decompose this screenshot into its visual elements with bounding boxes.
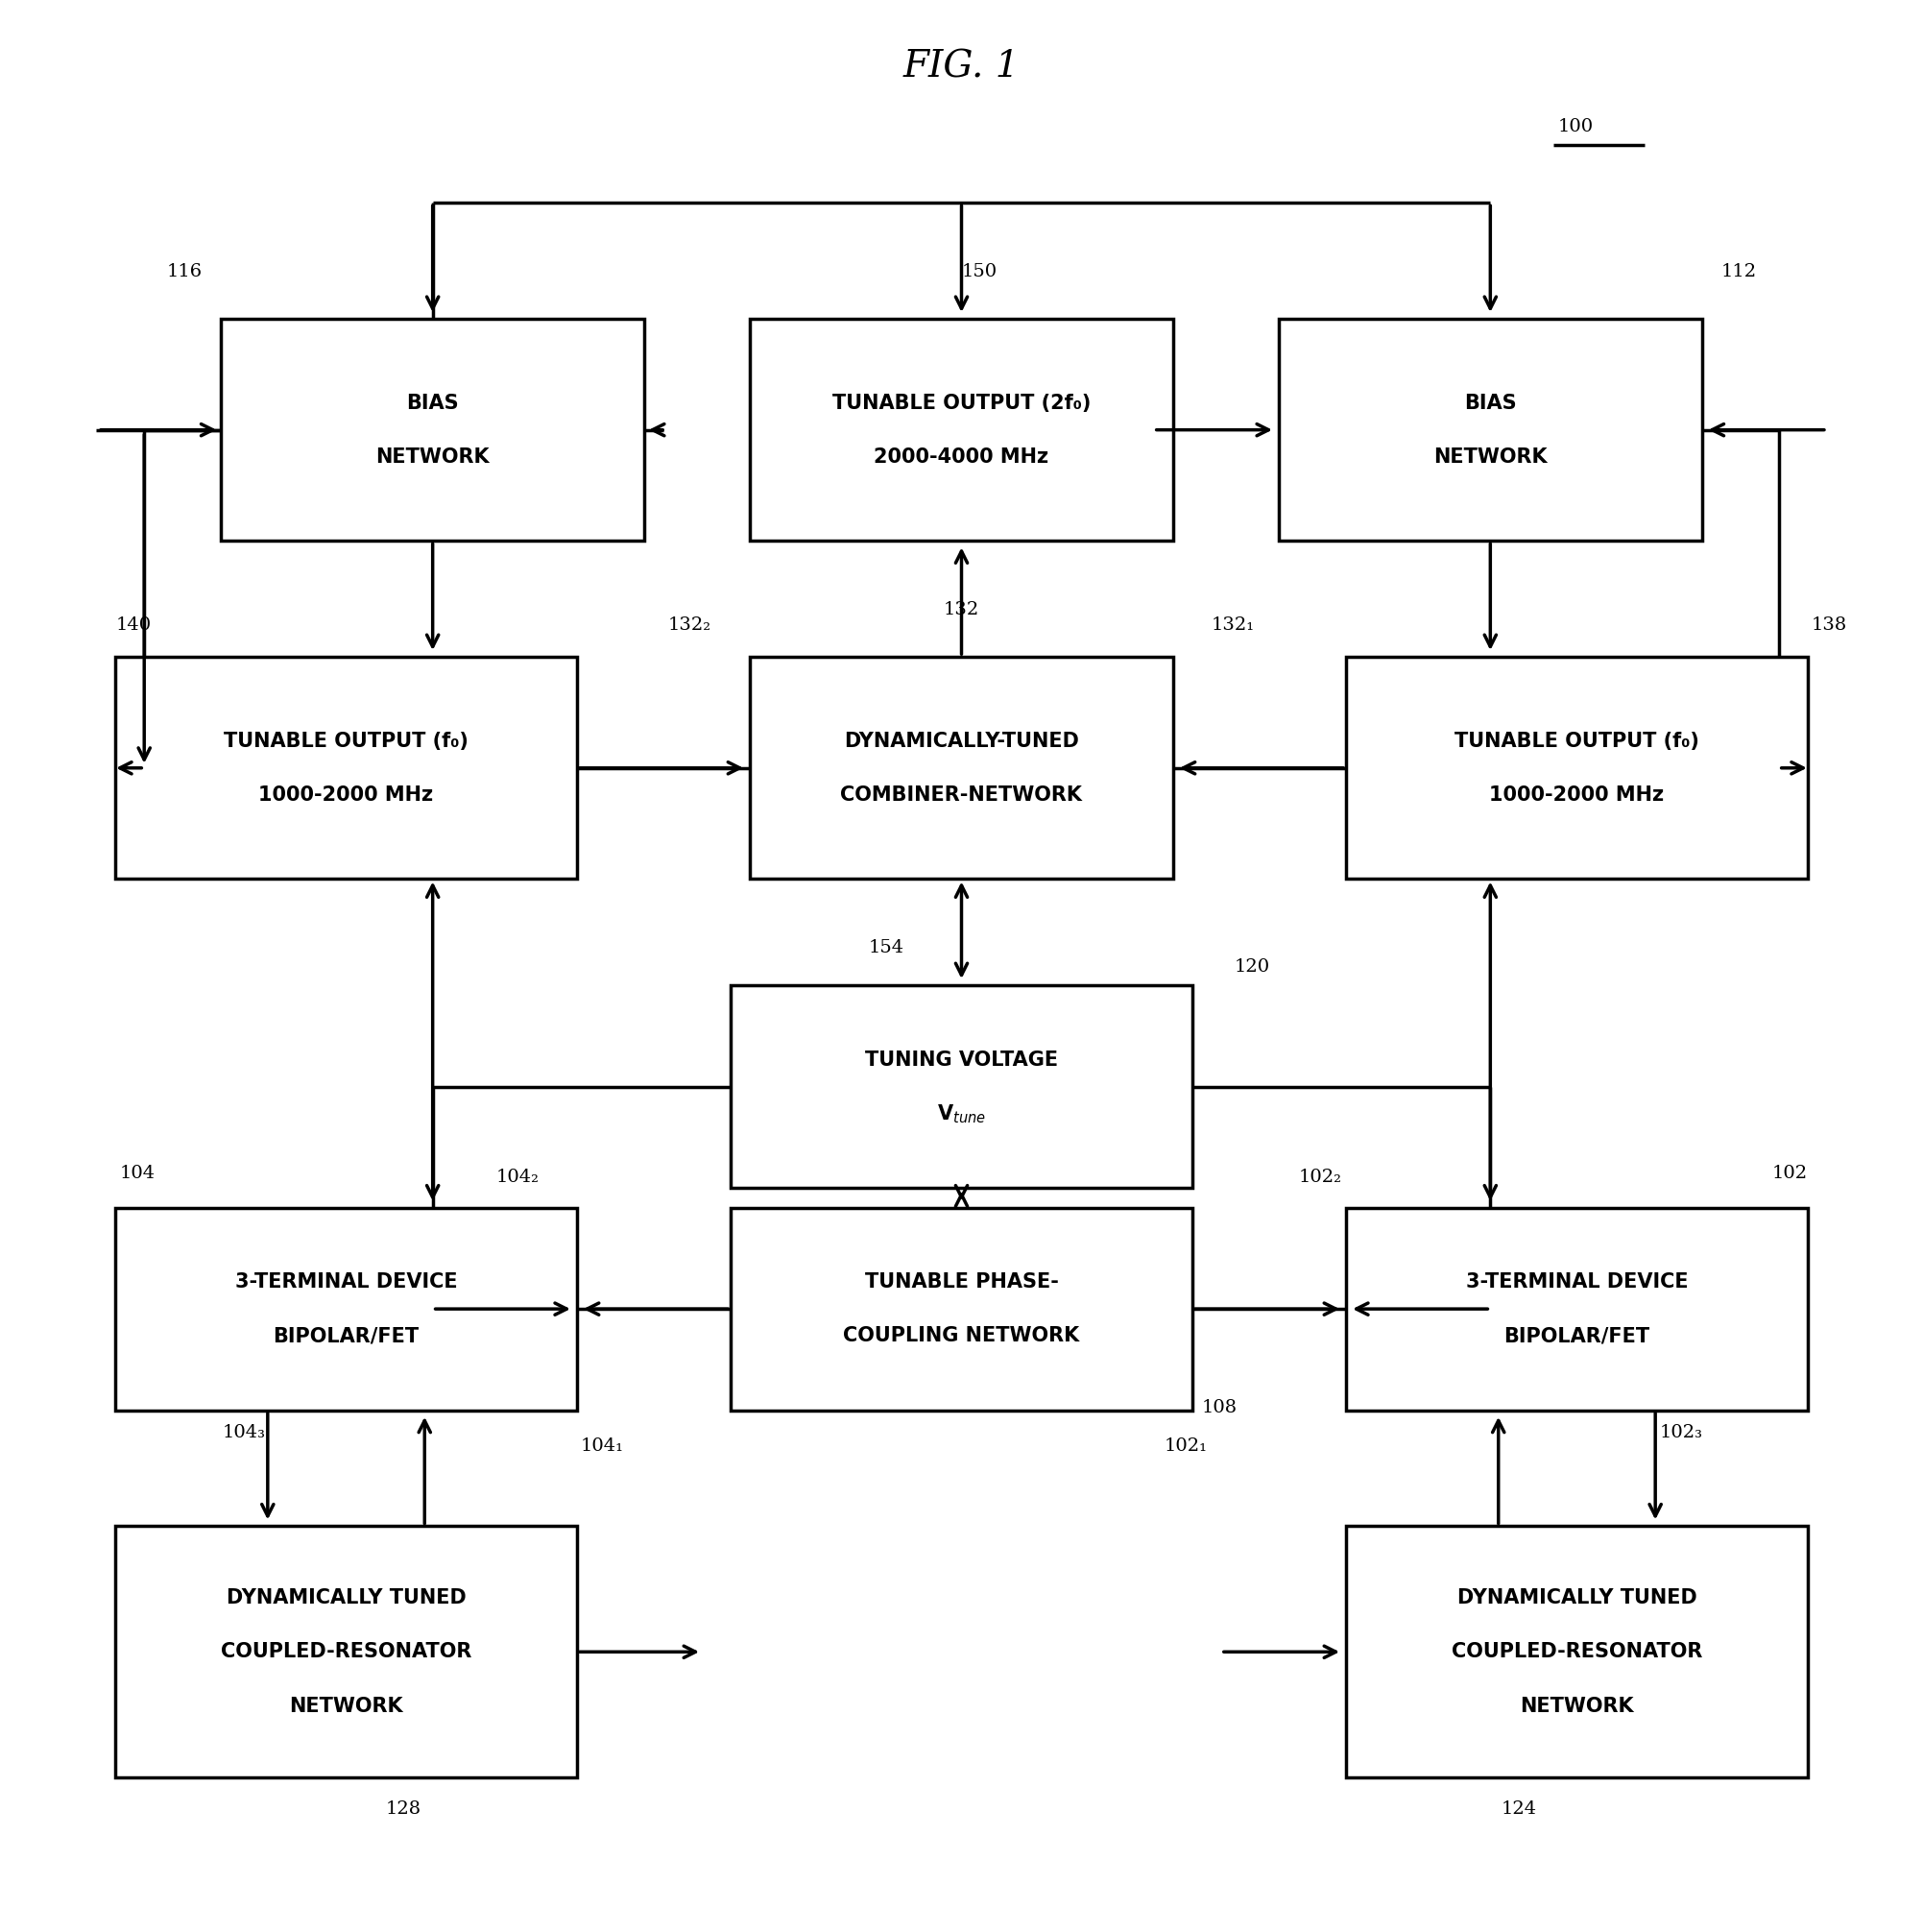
Text: 124: 124: [1502, 1801, 1536, 1818]
Text: 108: 108: [1202, 1399, 1238, 1416]
Text: 116: 116: [165, 263, 202, 280]
Text: TUNABLE OUTPUT (2f₀): TUNABLE OUTPUT (2f₀): [833, 394, 1090, 412]
Text: 154: 154: [867, 939, 904, 956]
Text: COUPLED-RESONATOR: COUPLED-RESONATOR: [221, 1642, 471, 1662]
Text: BIPOLAR/FET: BIPOLAR/FET: [1504, 1327, 1650, 1345]
Text: DYNAMICALLY-TUNED: DYNAMICALLY-TUNED: [844, 732, 1079, 750]
Text: 112: 112: [1721, 263, 1758, 280]
Bar: [115, 657, 577, 879]
Text: COUPLING NETWORK: COUPLING NETWORK: [844, 1327, 1079, 1345]
Text: BIAS: BIAS: [1463, 394, 1517, 412]
Text: 102: 102: [1771, 1165, 1808, 1182]
Text: TUNABLE OUTPUT (f₀): TUNABLE OUTPUT (f₀): [1454, 732, 1700, 750]
Text: 2000-4000 MHz: 2000-4000 MHz: [875, 448, 1048, 466]
Bar: [1346, 1208, 1808, 1410]
Text: 104₁: 104₁: [581, 1437, 623, 1455]
Text: 3-TERMINAL DEVICE: 3-TERMINAL DEVICE: [235, 1273, 458, 1291]
Text: 132₁: 132₁: [1211, 616, 1256, 634]
Text: 100: 100: [1558, 118, 1594, 135]
Text: BIPOLAR/FET: BIPOLAR/FET: [273, 1327, 419, 1345]
Bar: [115, 1208, 577, 1410]
Text: 104: 104: [119, 1165, 156, 1182]
Text: V$_{tune}$: V$_{tune}$: [937, 1103, 986, 1124]
Text: 3-TERMINAL DEVICE: 3-TERMINAL DEVICE: [1465, 1273, 1688, 1291]
Text: 150: 150: [962, 263, 998, 280]
Text: NETWORK: NETWORK: [1433, 448, 1548, 466]
Text: TUNING VOLTAGE: TUNING VOLTAGE: [865, 1051, 1058, 1068]
Bar: [731, 1208, 1192, 1410]
Text: FIG. 1: FIG. 1: [904, 50, 1019, 85]
Bar: [750, 319, 1173, 541]
Bar: [1346, 657, 1808, 879]
Text: NETWORK: NETWORK: [288, 1696, 404, 1716]
Text: COMBINER-NETWORK: COMBINER-NETWORK: [840, 786, 1083, 804]
Text: 132: 132: [944, 601, 979, 618]
Bar: [221, 319, 644, 541]
Text: TUNABLE OUTPUT (f₀): TUNABLE OUTPUT (f₀): [223, 732, 469, 750]
Text: BIAS: BIAS: [406, 394, 460, 412]
Bar: [1279, 319, 1702, 541]
Text: 1000-2000 MHz: 1000-2000 MHz: [1490, 786, 1663, 804]
Text: 138: 138: [1811, 616, 1848, 634]
Text: 104₃: 104₃: [223, 1424, 265, 1441]
Text: 132₂: 132₂: [667, 616, 712, 634]
Text: 140: 140: [115, 616, 152, 634]
Text: 120: 120: [1235, 958, 1271, 976]
Bar: [115, 1526, 577, 1777]
Text: 102₁: 102₁: [1165, 1437, 1208, 1455]
Text: COUPLED-RESONATOR: COUPLED-RESONATOR: [1452, 1642, 1702, 1662]
Text: TUNABLE PHASE-: TUNABLE PHASE-: [865, 1273, 1058, 1291]
Text: 102₃: 102₃: [1660, 1424, 1702, 1441]
Bar: [1346, 1526, 1808, 1777]
Text: 102₂: 102₂: [1300, 1169, 1342, 1186]
Text: 128: 128: [387, 1801, 421, 1818]
Text: 1000-2000 MHz: 1000-2000 MHz: [260, 786, 433, 804]
Bar: [750, 657, 1173, 879]
Bar: [731, 985, 1192, 1188]
Text: DYNAMICALLY TUNED: DYNAMICALLY TUNED: [1458, 1588, 1696, 1607]
Text: 104₂: 104₂: [496, 1169, 538, 1186]
Text: NETWORK: NETWORK: [375, 448, 490, 466]
Text: DYNAMICALLY TUNED: DYNAMICALLY TUNED: [227, 1588, 465, 1607]
Text: NETWORK: NETWORK: [1519, 1696, 1635, 1716]
